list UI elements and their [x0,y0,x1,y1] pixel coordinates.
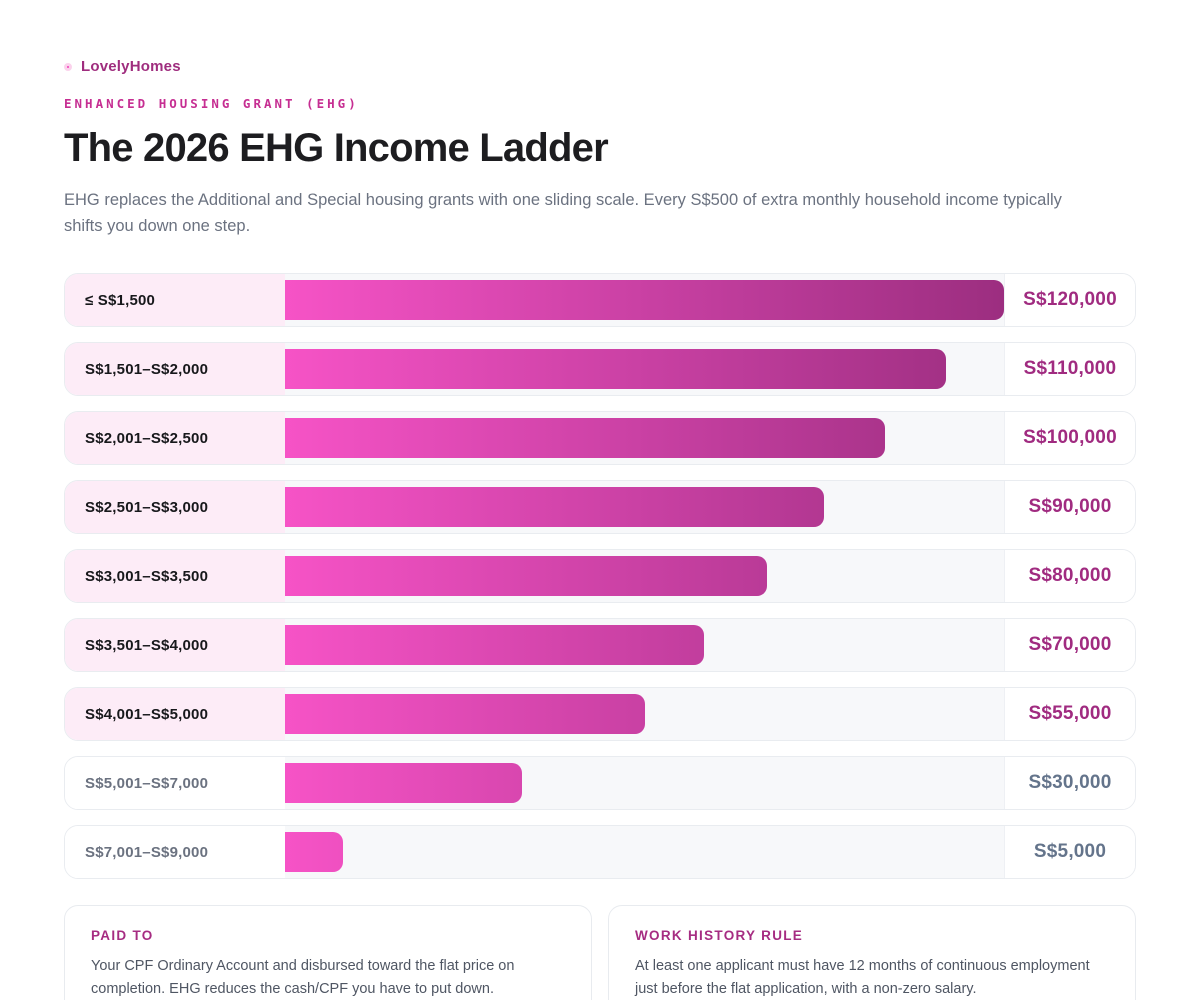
income-row: S$2,501–S$3,000 S$90,000 [64,480,1136,534]
grant-amount-text: S$30,000 [1028,772,1112,793]
income-bracket-label: S$5,001–S$7,000 [65,757,285,809]
income-row: S$4,001–S$5,000 S$55,000 [64,687,1136,741]
brand-name: LovelyHomes [81,58,181,75]
grant-amount-text: S$55,000 [1028,703,1112,724]
income-row: S$2,001–S$2,500 S$100,000 [64,411,1136,465]
grant-bar [285,832,343,872]
grant-amount-text: S$80,000 [1028,565,1112,586]
card-title: PAID TO [91,928,154,943]
grant-bar [285,418,886,458]
income-bracket-label: S$1,501–S$2,000 [65,343,285,395]
card-title: WORK HISTORY RULE [635,928,804,943]
grant-bar [285,763,523,803]
grant-amount: S$90,000 [1004,481,1135,533]
brand-dot-icon [64,62,72,71]
income-row: S$1,501–S$2,000 S$110,000 [64,342,1136,396]
income-row: S$3,001–S$3,500 S$80,000 [64,549,1136,603]
grant-amount-text: S$100,000 [1023,427,1117,448]
eyebrow-label: ENHANCED HOUSING GRANT (EHG) [64,96,359,111]
grant-amount: S$55,000 [1004,688,1135,740]
bar-track [285,619,1004,671]
income-bracket-text: S$5,001–S$7,000 [85,774,209,792]
bar-track [285,274,1004,326]
grant-amount-text: S$5,000 [1033,841,1107,862]
bar-track [285,688,1004,740]
income-bracket-text: S$7,001–S$9,000 [85,843,209,861]
page-description: EHG replaces the Additional and Special … [64,191,1062,235]
grant-amount: S$5,000 [1004,826,1135,878]
grant-amount-text: S$90,000 [1028,496,1112,517]
bar-track [285,550,1004,602]
income-bracket-text: S$2,001–S$2,500 [85,429,209,447]
grant-amount: S$70,000 [1004,619,1135,671]
grant-amount: S$120,000 [1004,274,1135,326]
grant-bar [285,280,1004,320]
paid-to-card: PAID TO Your CPF Ordinary Account and di… [64,905,592,1000]
income-row: ≤ S$1,500 S$120,000 [64,273,1136,327]
income-row: S$5,001–S$7,000 S$30,000 [64,756,1136,810]
bar-track [285,343,1004,395]
income-bracket-label: S$4,001–S$5,000 [65,688,285,740]
grant-bar [285,349,947,389]
income-row: S$3,501–S$4,000 S$70,000 [64,618,1136,672]
income-bracket-label: ≤ S$1,500 [65,274,285,326]
work-history-card: WORK HISTORY RULE At least one applicant… [608,905,1136,1000]
bar-track [285,412,1004,464]
income-bracket-text: S$3,001–S$3,500 [85,567,209,585]
page-title: The 2026 EHG Income Ladder [64,126,609,170]
brand: LovelyHomes [64,58,1136,75]
grant-amount: S$30,000 [1004,757,1135,809]
grant-bar [285,556,767,596]
income-bracket-label: S$2,501–S$3,000 [65,481,285,533]
bar-track [285,826,1004,878]
income-bracket-text: S$1,501–S$2,000 [85,360,209,378]
income-bracket-label: S$7,001–S$9,000 [65,826,285,878]
grant-amount-text: S$70,000 [1028,634,1112,655]
grant-amount: S$100,000 [1004,412,1135,464]
income-row: S$7,001–S$9,000 S$5,000 [64,825,1136,879]
income-bracket-text: S$4,001–S$5,000 [85,705,209,723]
footer-cards: PAID TO Your CPF Ordinary Account and di… [64,905,1136,1000]
income-bracket-text: ≤ S$1,500 [85,291,156,309]
chart-rows: ≤ S$1,500 S$120,000 S$1,501–S$2,000 S$11… [64,273,1136,879]
bar-track [285,757,1004,809]
income-bracket-label: S$3,501–S$4,000 [65,619,285,671]
grant-amount: S$80,000 [1004,550,1135,602]
card-body: Your CPF Ordinary Account and disbursed … [91,958,515,997]
bar-track [285,481,1004,533]
grant-amount: S$110,000 [1004,343,1135,395]
income-bracket-label: S$2,001–S$2,500 [65,412,285,464]
grant-bar [285,487,825,527]
card-body: At least one applicant must have 12 mont… [635,958,1090,997]
income-bracket-text: S$3,501–S$4,000 [85,636,209,654]
income-bracket-label: S$3,001–S$3,500 [65,550,285,602]
grant-bar [285,625,705,665]
grant-bar [285,694,645,734]
income-bracket-text: S$2,501–S$3,000 [85,498,209,516]
grant-amount-text: S$110,000 [1023,358,1117,379]
grant-amount-text: S$120,000 [1023,289,1117,310]
